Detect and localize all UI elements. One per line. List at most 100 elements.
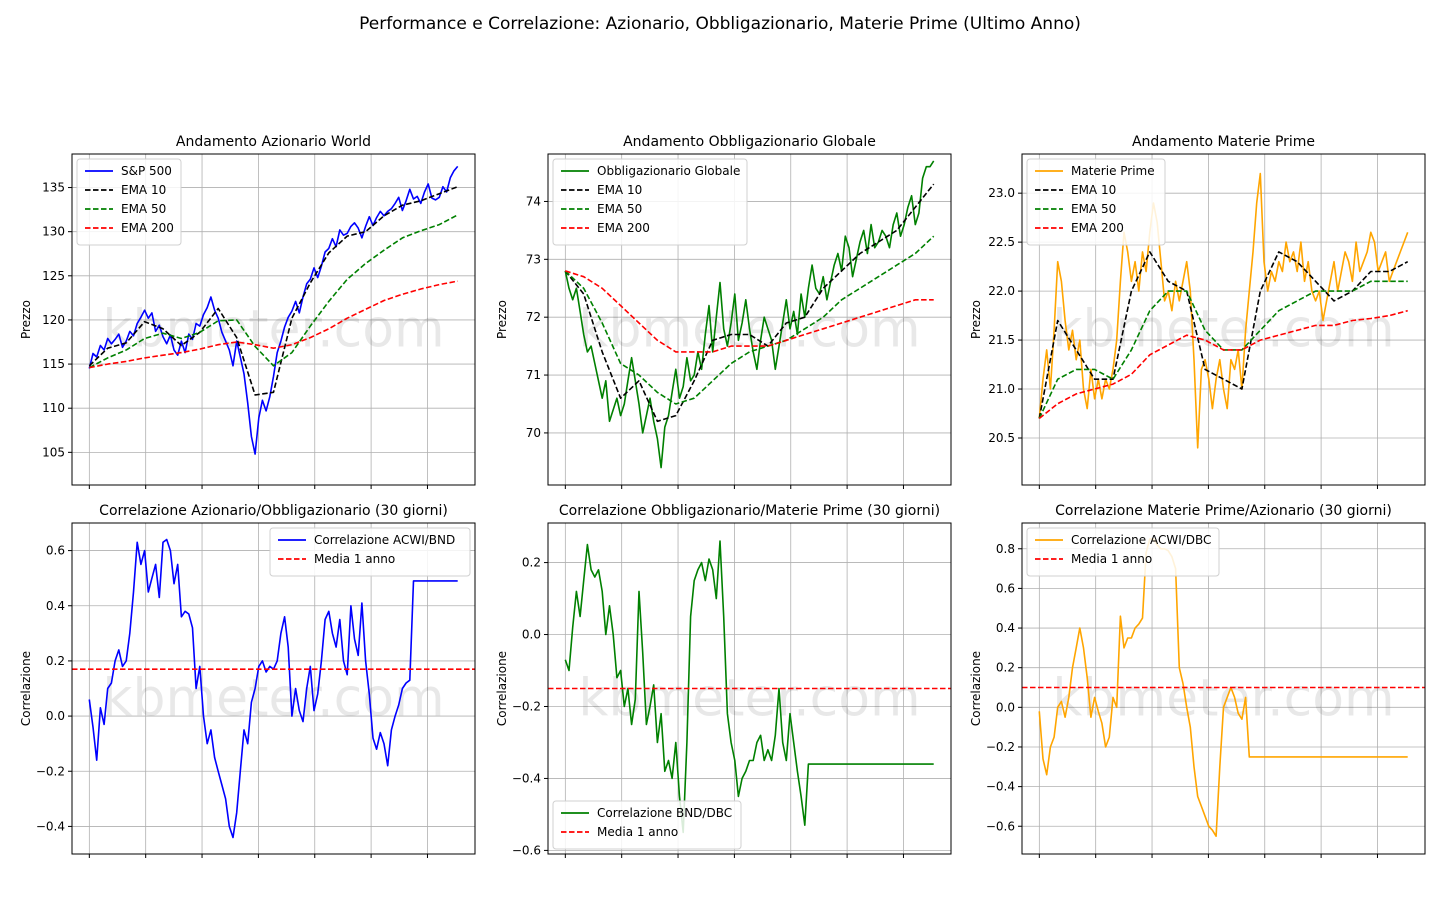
series-line-1	[1038, 538, 1408, 837]
legend-label: Media 1 anno	[314, 552, 395, 566]
series-line-4	[1038, 309, 1408, 420]
series-line-3	[88, 214, 459, 369]
y-tick-label: 23.0	[988, 186, 1015, 200]
y-axis-label: Correlazione	[495, 651, 509, 726]
y-tick-label: 130	[42, 225, 65, 239]
legend-label: EMA 50	[1071, 202, 1116, 216]
y-tick-label: −0.4	[512, 771, 541, 785]
y-tick-label: 20.5	[988, 431, 1015, 445]
y-tick-label: −0.2	[512, 699, 541, 713]
y-tick-label: 0.4	[996, 621, 1015, 635]
y-tick-label: −0.2	[986, 740, 1015, 754]
plot-frame	[1021, 522, 1426, 855]
y-tick-label: 22.5	[988, 235, 1015, 249]
y-tick-label: 0.6	[46, 544, 65, 558]
y-tick-label: 120	[42, 313, 65, 327]
subplot-title: Andamento Obbligazionario Globale	[623, 134, 876, 150]
y-tick-label: −0.2	[36, 764, 65, 778]
y-tick-label: 70	[526, 426, 541, 440]
legend-box	[552, 800, 742, 850]
plot-frame	[71, 522, 476, 855]
y-tick-label: −0.4	[36, 819, 65, 833]
legend-box	[1026, 158, 1166, 246]
legend-label: EMA 10	[1071, 183, 1116, 197]
y-tick-label: 0.6	[996, 581, 1015, 595]
series-line-1	[88, 165, 459, 455]
subplot-1: kbmeter.com 105 110 115 120 125 130 135 Andament…	[19, 134, 476, 489]
series-group	[548, 540, 951, 834]
y-tick-label: 110	[42, 401, 65, 415]
legend-label: Media 1 anno	[597, 825, 678, 839]
y-tick-label: 0.0	[46, 709, 65, 723]
series-line-2	[88, 185, 458, 396]
plot-frame	[547, 153, 952, 486]
plot-area	[72, 523, 475, 854]
y-tick-label: 71	[526, 368, 541, 382]
legend-label: Correlazione BND/DBC	[597, 806, 732, 820]
y-tick-label: 72	[526, 310, 541, 324]
y-tick-label: 0.0	[522, 628, 541, 642]
subplot-title: Correlazione Obbligazionario/Materie Pri…	[559, 503, 940, 519]
y-tick-label: 74	[526, 194, 541, 208]
legend-label: EMA 50	[121, 202, 166, 216]
legend-label: Obbligazionario Globale	[597, 164, 740, 178]
legend-box	[552, 158, 748, 246]
y-axis-label: Prezzo	[969, 300, 983, 339]
legend-label: EMA 200	[121, 221, 174, 235]
legend: Obbligazionario Globale EMA 10 EMA 50 EMA 2…	[552, 158, 748, 246]
subplot-title: Andamento Materie Prime	[1132, 134, 1315, 150]
legend-label: EMA 10	[121, 183, 166, 197]
y-tick-label: −0.6	[986, 819, 1015, 833]
legend-label: EMA 50	[597, 202, 642, 216]
subplot-title: Correlazione Azionario/Obbligazionario (…	[99, 503, 448, 519]
series-line-2	[1038, 251, 1409, 419]
watermark: kbmeter.com	[1052, 300, 1394, 360]
series-group	[72, 538, 475, 839]
legend-label: EMA 200	[597, 221, 650, 235]
subplot-title: Andamento Azionario World	[176, 134, 371, 150]
legend: Correlazione ACWI/DBC Media 1 anno	[1026, 527, 1220, 577]
series-line-1	[564, 540, 934, 834]
legend-label: Correlazione ACWI/DBC	[1071, 533, 1211, 547]
y-tick-label: 0.2	[46, 654, 65, 668]
y-tick-label: 115	[42, 357, 65, 371]
y-tick-label: 0.0	[996, 700, 1015, 714]
y-tick-label: 21.0	[988, 382, 1015, 396]
legend-label: Correlazione ACWI/BND	[314, 533, 455, 547]
series-line-2	[564, 183, 935, 423]
series-line-4	[89, 280, 458, 369]
y-axis-label: Correlazione	[19, 651, 33, 726]
legend-label: EMA 200	[1071, 221, 1124, 235]
y-tick-label: 0.8	[996, 542, 1015, 556]
subplot-5: kbmeter.com−0.6−0.4−0.20.00.2Correlazion…	[495, 503, 952, 858]
series-group	[1038, 172, 1409, 449]
y-tick-label: 21.5	[988, 333, 1015, 347]
plot-frame	[547, 522, 952, 855]
subplot-4: kbmeter.com −0.4 −0.2 0.0 0.2 0.4 0.6 Correlazi…	[19, 503, 476, 858]
legend: Materie Prime EMA 10 EMA 50 EMA 200	[1026, 158, 1166, 246]
watermark: kbmeter.com	[102, 300, 444, 360]
y-tick-label: −0.6	[512, 843, 541, 857]
legend-box	[269, 527, 471, 577]
y-tick-label: −0.4	[986, 780, 1015, 794]
y-axis-label: Correlazione	[969, 651, 983, 726]
legend-label: S&P 500	[121, 164, 172, 178]
series-line-4	[565, 270, 934, 353]
y-axis-label: Prezzo	[495, 300, 509, 339]
y-tick-label: 22.0	[988, 284, 1015, 298]
subplot-title: Correlazione Materie Prime/Azionario (30…	[1055, 503, 1392, 519]
y-tick-label: 0.4	[46, 599, 65, 613]
legend-box	[76, 158, 182, 246]
y-tick-label: 135	[42, 181, 65, 195]
series-line-1	[1038, 172, 1409, 449]
series-group	[88, 165, 459, 455]
plot-frame	[1021, 153, 1426, 486]
y-tick-label: 105	[42, 445, 65, 459]
y-tick-label: 0.2	[996, 661, 1015, 675]
watermark: kbmeter.com	[102, 669, 444, 729]
legend-label: Materie Prime	[1071, 164, 1155, 178]
series-group	[564, 160, 935, 469]
figure-title: Performance e Correlazione: Azionario, O…	[359, 14, 1081, 34]
